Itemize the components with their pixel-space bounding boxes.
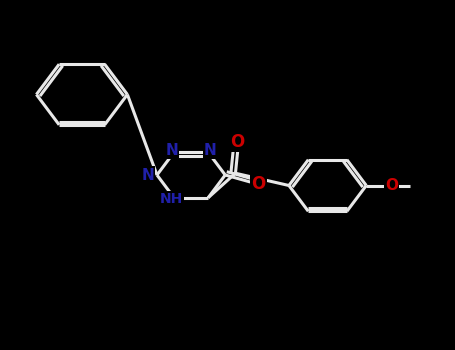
Text: N: N xyxy=(204,143,217,158)
Text: NH: NH xyxy=(160,193,183,206)
Text: N: N xyxy=(142,168,154,182)
Text: N: N xyxy=(165,143,178,158)
Text: O: O xyxy=(251,175,266,193)
Text: O: O xyxy=(231,133,245,151)
Text: O: O xyxy=(385,178,398,193)
